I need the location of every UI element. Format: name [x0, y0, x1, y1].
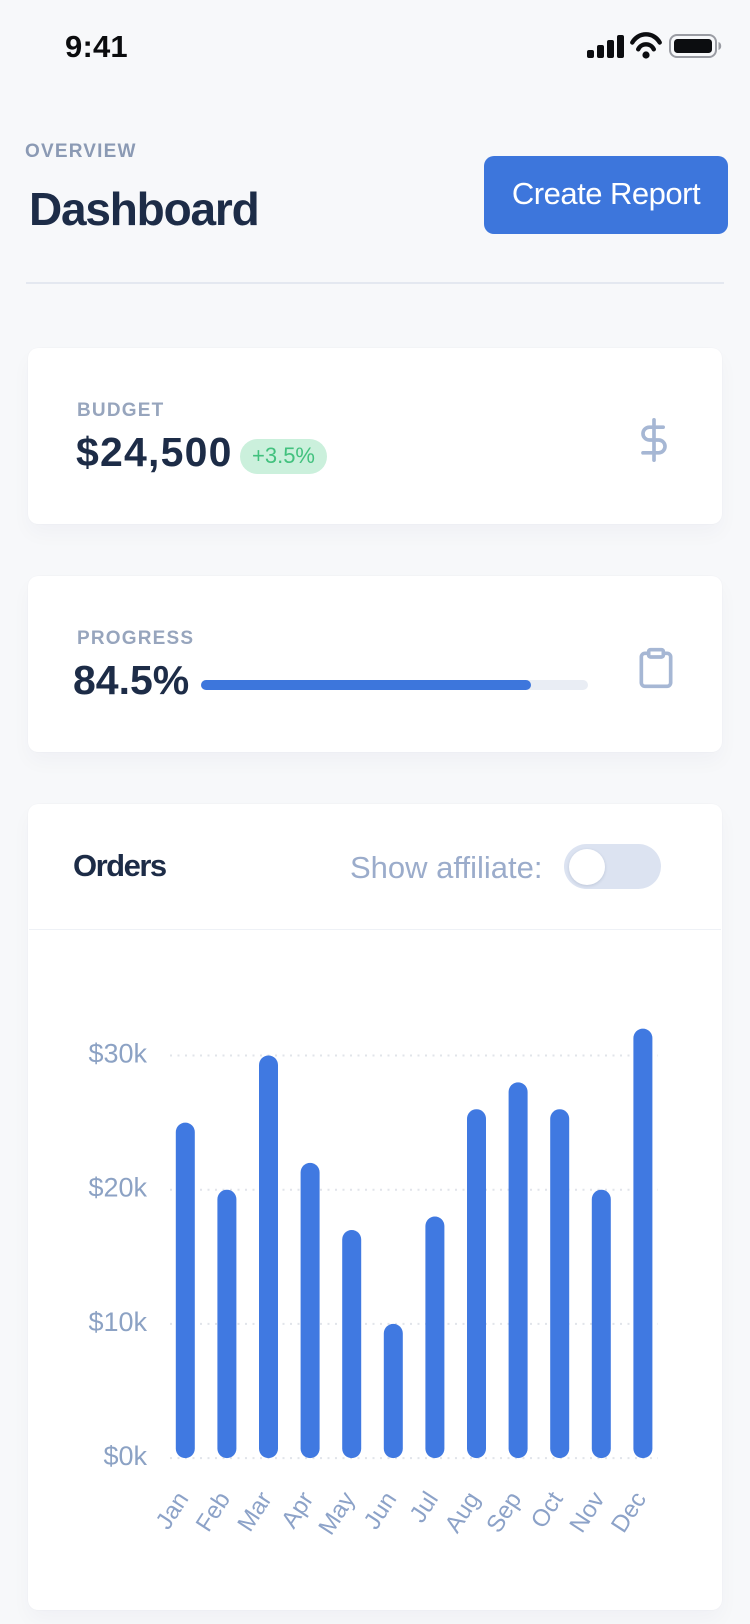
svg-text:Feb: Feb: [191, 1487, 236, 1536]
svg-text:Jun: Jun: [359, 1487, 403, 1534]
svg-text:Dec: Dec: [606, 1487, 652, 1538]
svg-text:Jul: Jul: [405, 1487, 444, 1527]
svg-text:Aug: Aug: [440, 1487, 486, 1538]
svg-text:Jan: Jan: [151, 1487, 195, 1534]
svg-text:$30k: $30k: [88, 1039, 147, 1069]
svg-text:Apr: Apr: [276, 1487, 319, 1533]
svg-text:$10k: $10k: [88, 1307, 147, 1337]
svg-text:Mar: Mar: [232, 1487, 277, 1536]
svg-text:Oct: Oct: [526, 1487, 569, 1533]
svg-text:$20k: $20k: [88, 1173, 147, 1203]
svg-text:Nov: Nov: [564, 1487, 610, 1538]
svg-text:Sep: Sep: [481, 1487, 527, 1538]
svg-text:May: May: [313, 1487, 360, 1540]
svg-text:$0k: $0k: [103, 1441, 147, 1471]
